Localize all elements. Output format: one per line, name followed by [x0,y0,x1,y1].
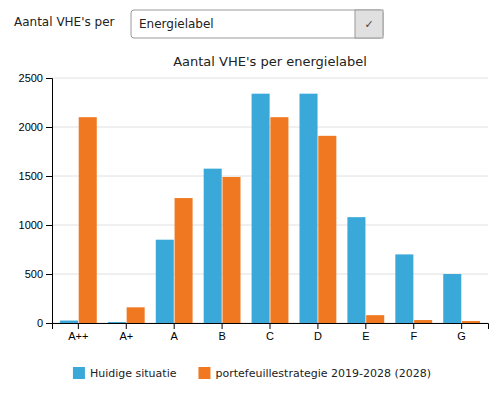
bar [60,321,78,323]
bar [443,274,461,323]
header-label: Aantal VHE's per [14,15,115,29]
y-tick-label: 1000 [19,219,43,231]
x-tick: A+ [119,323,133,342]
x-tick-mark [365,323,366,329]
y-tick: 1500 [19,170,52,182]
x-tick-label: D [314,330,322,342]
grid-line [52,176,488,177]
bar [222,177,240,323]
legend-label: portefeuillestrategie 2019-2028 (2028) [215,367,431,380]
x-tick: D [314,323,322,342]
x-tick-mark [222,323,223,329]
bar [79,117,97,323]
y-tick: 500 [25,268,52,280]
x-tick-mark [174,323,175,329]
x-tick: A [171,323,179,342]
grid-line [52,274,488,275]
bar [204,169,222,323]
y-tick: 0 [37,317,52,329]
bar [127,307,145,323]
header: Aantal VHE's per Energielabel ✓ [14,10,383,38]
series [60,94,461,323]
dropdown-box[interactable] [131,10,383,38]
bar [414,320,432,323]
bar [299,94,317,323]
dropdown-label[interactable]: Energielabel [139,17,214,31]
x-tick: B [218,323,225,342]
x-tick-mark [126,323,127,329]
x-tick-label: C [266,330,274,342]
x-tick-label: A+ [119,330,133,342]
grid-line [52,225,488,226]
x-tick-mark [78,323,79,329]
bar [347,217,365,323]
y-tick-label: 1500 [19,170,43,182]
dropdown-icon[interactable]: ✓ [364,18,373,31]
legend-swatch [73,367,85,379]
bar [395,254,413,323]
y-tick-mark [46,176,52,177]
y-axis-line [46,79,53,324]
dropdown-button[interactable] [355,10,383,38]
x-tick-mark [270,323,271,329]
legend-label: Huidige situatie [90,367,177,380]
x-tick-label: B [218,330,225,342]
y-tick: 2500 [19,72,52,84]
y-tick-label: 500 [25,268,43,280]
x-tick: F [410,323,417,342]
x-tick: C [266,323,274,342]
y-tick-label: 0 [37,317,43,329]
series [79,117,480,323]
title: Aantal VHE's per energielabel [173,54,367,69]
legend: Huidige situatie portefeuillestrategie 20… [73,367,431,380]
y-tick-label: 2000 [19,121,43,133]
x-tick-label: A++ [68,330,88,342]
x-tick-label: G [457,330,466,342]
bar [462,321,480,323]
grid [52,78,488,323]
bar [270,117,288,323]
x-tick: A++ [68,323,88,342]
legend-item: Huidige situatie [73,367,177,380]
y-tick: 1000 [19,219,52,231]
bar [156,240,174,323]
dropdown[interactable]: Energielabel ✓ [131,10,383,38]
bar [366,315,384,323]
plot: 0 500 1000 1500 2000 2500 A++ A+ A B C D E F G [19,72,489,342]
x-axis: A++ A+ A B C D E F G [53,323,489,342]
x-tick-label: E [362,330,369,342]
x-tick: E [362,323,369,342]
y-tick-mark [46,78,52,79]
grid-line [52,78,488,79]
y-tick-mark [46,274,52,275]
y-tick: 2000 [19,121,52,133]
x-tick-label: A [171,330,179,342]
bar [318,136,336,323]
y-tick-mark [46,323,52,324]
y-tick-mark [46,225,52,226]
y-tick-mark [46,127,52,128]
bar [252,94,270,323]
x-tick-mark [317,323,318,329]
x-tick-mark [413,323,414,329]
grid-line [52,127,488,128]
bar [175,198,193,323]
y-axis: 0 500 1000 1500 2000 2500 [19,72,53,329]
legend-item: portefeuillestrategie 2019-2028 (2028) [198,367,431,380]
y-tick-label: 2500 [19,72,43,84]
x-tick: G [457,323,466,342]
legend-swatch [198,367,210,379]
x-tick-mark [461,323,462,329]
x-axis-line [53,324,489,330]
bars [60,94,480,323]
bar [108,322,126,323]
chart: Aantal VHE's perEnergielabel✓Aantal VHE'… [0,0,504,395]
x-tick-label: F [410,330,417,342]
